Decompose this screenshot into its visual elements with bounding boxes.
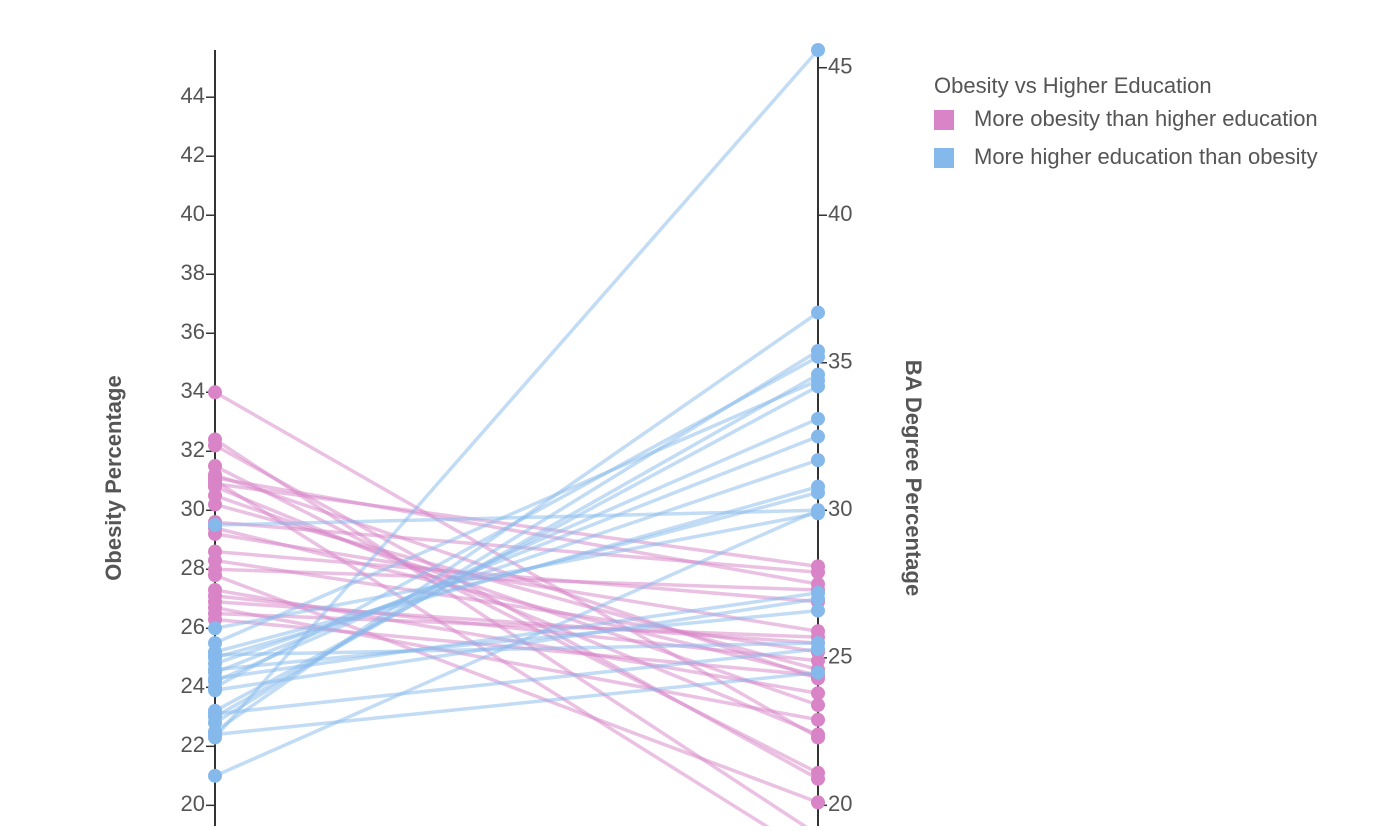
obesity-dot bbox=[208, 683, 222, 698]
y2-tick-label: 30 bbox=[828, 496, 852, 521]
obesity-dot bbox=[208, 706, 222, 721]
slope-line bbox=[214, 608, 819, 672]
y-tick-label: 42 bbox=[181, 142, 205, 167]
y2-tick-label: 45 bbox=[828, 54, 852, 79]
slope-line bbox=[214, 597, 819, 693]
slope-line bbox=[214, 526, 819, 678]
obesity-dot bbox=[208, 568, 222, 583]
obesity-dot bbox=[208, 636, 222, 651]
y-tick-label: 22 bbox=[181, 732, 205, 757]
slope-line bbox=[214, 476, 819, 586]
obesity-dot bbox=[208, 768, 222, 783]
slope-line bbox=[214, 567, 819, 592]
slope-line bbox=[214, 464, 819, 775]
slope-line bbox=[214, 670, 819, 737]
ba-dot bbox=[811, 349, 825, 364]
legend-label: More obesity than higher education bbox=[974, 106, 1318, 131]
ba-dot bbox=[811, 603, 825, 618]
ba-dot bbox=[811, 453, 825, 468]
y-tick-label: 36 bbox=[181, 319, 205, 344]
slope-line bbox=[214, 508, 819, 527]
y2-axis-title: BA Degree Percentage bbox=[901, 360, 926, 596]
y2-tick-label: 25 bbox=[828, 644, 852, 669]
legend-swatch bbox=[934, 148, 954, 168]
obesity-dot bbox=[208, 470, 222, 485]
ba-dot bbox=[811, 795, 825, 810]
slope-line bbox=[214, 511, 819, 631]
ba-dot bbox=[811, 686, 825, 701]
obesity-dot bbox=[208, 518, 222, 533]
slope-line bbox=[214, 417, 819, 684]
y-axis-title: Obesity Percentage bbox=[101, 375, 126, 580]
ba-dot bbox=[811, 429, 825, 444]
ba-dot bbox=[811, 411, 825, 426]
slope-line bbox=[214, 482, 819, 569]
y-tick-label: 28 bbox=[181, 555, 205, 580]
ba-dot bbox=[811, 712, 825, 727]
slope-line bbox=[214, 485, 819, 737]
y2-tick-label: 20 bbox=[828, 791, 852, 816]
legend-swatch bbox=[934, 110, 954, 130]
slope-line bbox=[214, 573, 819, 805]
ba-dot bbox=[811, 373, 825, 388]
ba-dot bbox=[811, 727, 825, 742]
slope-line bbox=[213, 48, 820, 739]
y2-tick-label: 35 bbox=[828, 349, 852, 374]
ba-dot bbox=[811, 653, 825, 668]
slope-line bbox=[214, 549, 819, 604]
y2-tick-label: 40 bbox=[828, 201, 852, 226]
y-tick-label: 38 bbox=[181, 260, 205, 285]
y-tick-label: 40 bbox=[181, 201, 205, 226]
ba-dot bbox=[811, 641, 825, 656]
obesity-dot bbox=[208, 621, 222, 636]
y-tick-label: 30 bbox=[181, 496, 205, 521]
ba-dot bbox=[811, 698, 825, 713]
ba-dot bbox=[811, 765, 825, 780]
ba-dot bbox=[811, 591, 825, 606]
ba-dot bbox=[811, 305, 825, 320]
slope-line bbox=[214, 479, 770, 826]
slope-line bbox=[214, 611, 819, 639]
y-tick-label: 32 bbox=[181, 437, 205, 462]
ba-dot bbox=[811, 503, 825, 518]
legend-title: Obesity vs Higher Education bbox=[934, 73, 1212, 98]
obesity-dot bbox=[208, 497, 222, 512]
slope-line bbox=[214, 378, 819, 645]
obesity-dot bbox=[208, 727, 222, 742]
obesity-dot bbox=[208, 385, 222, 400]
legend-label: More higher education than obesity bbox=[974, 144, 1318, 169]
slope-line bbox=[214, 434, 819, 675]
slope-line bbox=[214, 641, 819, 657]
y-tick-label: 26 bbox=[181, 614, 205, 639]
slope-line bbox=[214, 647, 819, 716]
slope-line bbox=[214, 390, 819, 740]
y-tick-label: 20 bbox=[181, 791, 205, 816]
ba-dot bbox=[811, 665, 825, 680]
slope-line bbox=[214, 591, 819, 681]
y-tick-label: 34 bbox=[181, 378, 205, 403]
obesity-dot bbox=[208, 438, 222, 453]
ba-dot bbox=[811, 559, 825, 574]
y-tick-label: 44 bbox=[181, 83, 205, 108]
y-tick-label: 24 bbox=[181, 673, 205, 698]
obesity-dot bbox=[208, 662, 222, 677]
obesity-dot bbox=[208, 647, 222, 662]
ba-dot bbox=[811, 43, 825, 57]
ba-dot bbox=[811, 485, 825, 500]
